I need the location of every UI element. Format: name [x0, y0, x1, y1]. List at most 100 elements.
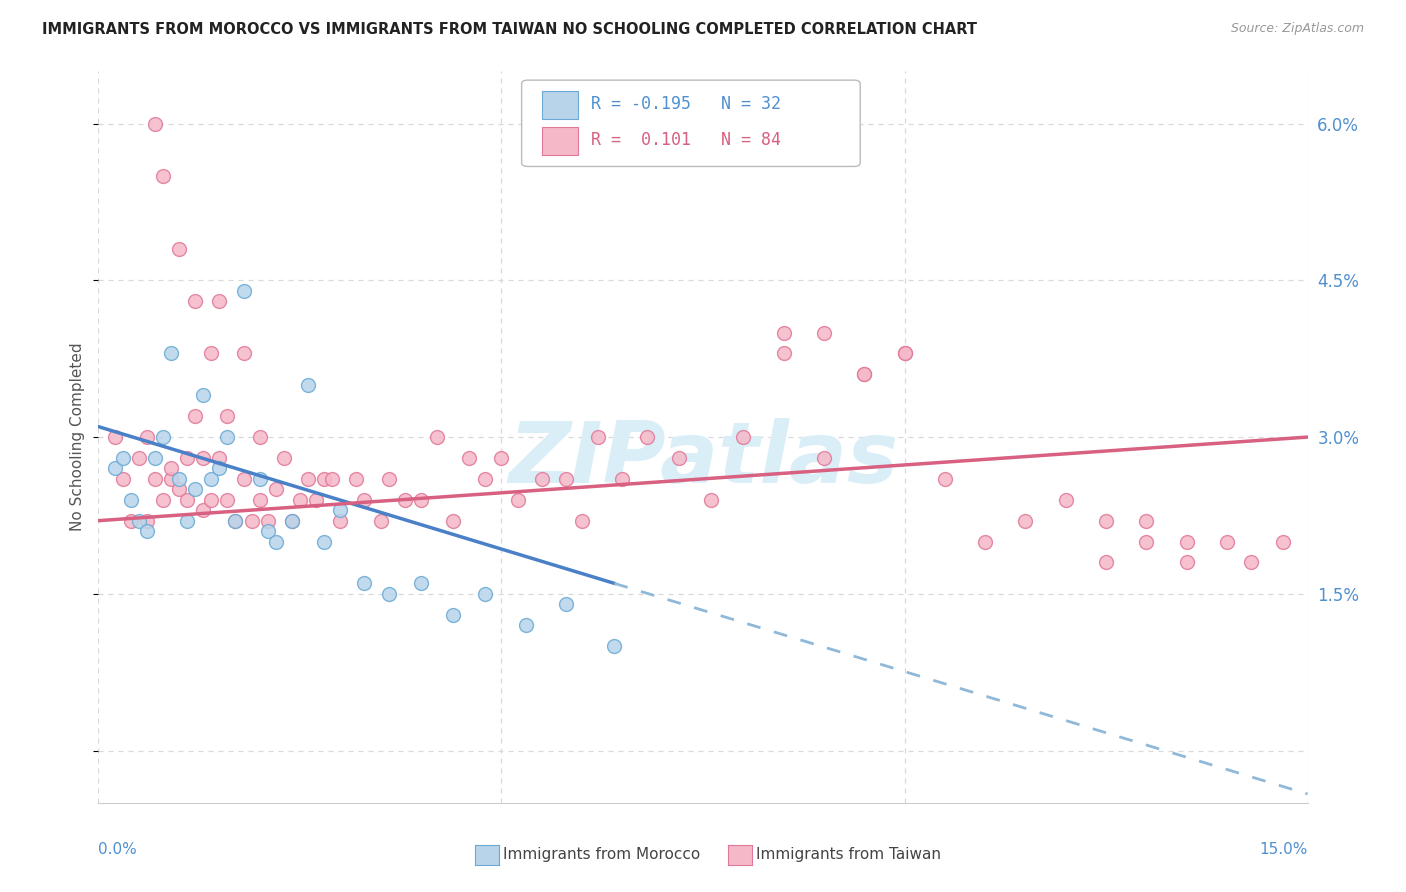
Point [700, 492, 723, 507]
Point [264, 483, 287, 497]
Point [603, 639, 626, 653]
Point [555, 597, 578, 611]
Point [208, 294, 231, 309]
Text: Immigrants from Morocco: Immigrants from Morocco [503, 847, 700, 862]
Point [1175, 534, 1198, 549]
Point [1135, 514, 1157, 528]
Point [409, 576, 432, 591]
Point [974, 534, 997, 549]
Point [1135, 534, 1157, 549]
Point [160, 346, 183, 360]
FancyBboxPatch shape [543, 91, 578, 119]
Point [344, 472, 367, 486]
Point [288, 492, 311, 507]
Point [232, 284, 254, 298]
Point [353, 576, 375, 591]
Point [1014, 514, 1036, 528]
Point [1240, 556, 1263, 570]
FancyBboxPatch shape [522, 80, 860, 167]
Text: ZIPatlas: ZIPatlas [508, 417, 898, 500]
Point [586, 430, 609, 444]
Point [377, 587, 399, 601]
Point [555, 472, 578, 486]
Point [256, 514, 278, 528]
Point [772, 326, 794, 340]
Point [426, 430, 449, 444]
Point [167, 483, 190, 497]
Point [143, 472, 166, 486]
Point [515, 618, 537, 632]
Point [167, 472, 190, 486]
Point [1175, 556, 1198, 570]
Point [612, 472, 634, 486]
Point [409, 492, 432, 507]
Point [305, 492, 328, 507]
Text: 0.0%: 0.0% [98, 842, 138, 856]
Point [441, 607, 464, 622]
Text: IMMIGRANTS FROM MOROCCO VS IMMIGRANTS FROM TAIWAN NO SCHOOLING COMPLETED CORRELA: IMMIGRANTS FROM MOROCCO VS IMMIGRANTS FR… [42, 22, 977, 37]
Point [200, 346, 222, 360]
FancyBboxPatch shape [543, 127, 578, 155]
Point [264, 534, 287, 549]
Point [813, 450, 835, 465]
Point [893, 346, 915, 360]
Point [120, 514, 142, 528]
Point [394, 492, 416, 507]
Point [1272, 534, 1295, 549]
Text: R =  0.101   N = 84: R = 0.101 N = 84 [591, 131, 780, 149]
Point [176, 450, 198, 465]
Point [813, 326, 835, 340]
Point [160, 461, 183, 475]
Point [184, 483, 207, 497]
Point [217, 492, 239, 507]
Point [297, 377, 319, 392]
Point [217, 430, 239, 444]
Point [249, 492, 271, 507]
Point [256, 524, 278, 538]
Point [281, 514, 304, 528]
Point [193, 388, 215, 402]
Point [224, 514, 246, 528]
Point [103, 430, 125, 444]
Point [167, 242, 190, 256]
Point [377, 472, 399, 486]
Point [111, 472, 134, 486]
Point [329, 514, 352, 528]
Point [474, 472, 496, 486]
Point [152, 492, 174, 507]
Point [1095, 514, 1118, 528]
Point [1054, 492, 1077, 507]
Point [329, 503, 352, 517]
Point [249, 430, 271, 444]
Point [208, 450, 231, 465]
Point [184, 409, 207, 424]
Point [853, 368, 876, 382]
Point [281, 514, 304, 528]
Point [506, 492, 529, 507]
Point [273, 450, 295, 465]
Point [772, 346, 794, 360]
Point [152, 169, 174, 183]
Point [208, 461, 231, 475]
Text: Immigrants from Taiwan: Immigrants from Taiwan [756, 847, 942, 862]
Point [530, 472, 553, 486]
Point [217, 409, 239, 424]
Point [853, 368, 876, 382]
Y-axis label: No Schooling Completed: No Schooling Completed [70, 343, 86, 532]
Point [128, 450, 150, 465]
Point [314, 534, 336, 549]
Point [934, 472, 956, 486]
Point [297, 472, 319, 486]
Point [636, 430, 658, 444]
Point [152, 430, 174, 444]
Point [353, 492, 375, 507]
Point [571, 514, 593, 528]
Point [733, 430, 755, 444]
Point [111, 450, 134, 465]
Point [160, 472, 183, 486]
Point [232, 472, 254, 486]
Point [441, 514, 464, 528]
Point [193, 503, 215, 517]
Point [200, 492, 222, 507]
Point [143, 450, 166, 465]
